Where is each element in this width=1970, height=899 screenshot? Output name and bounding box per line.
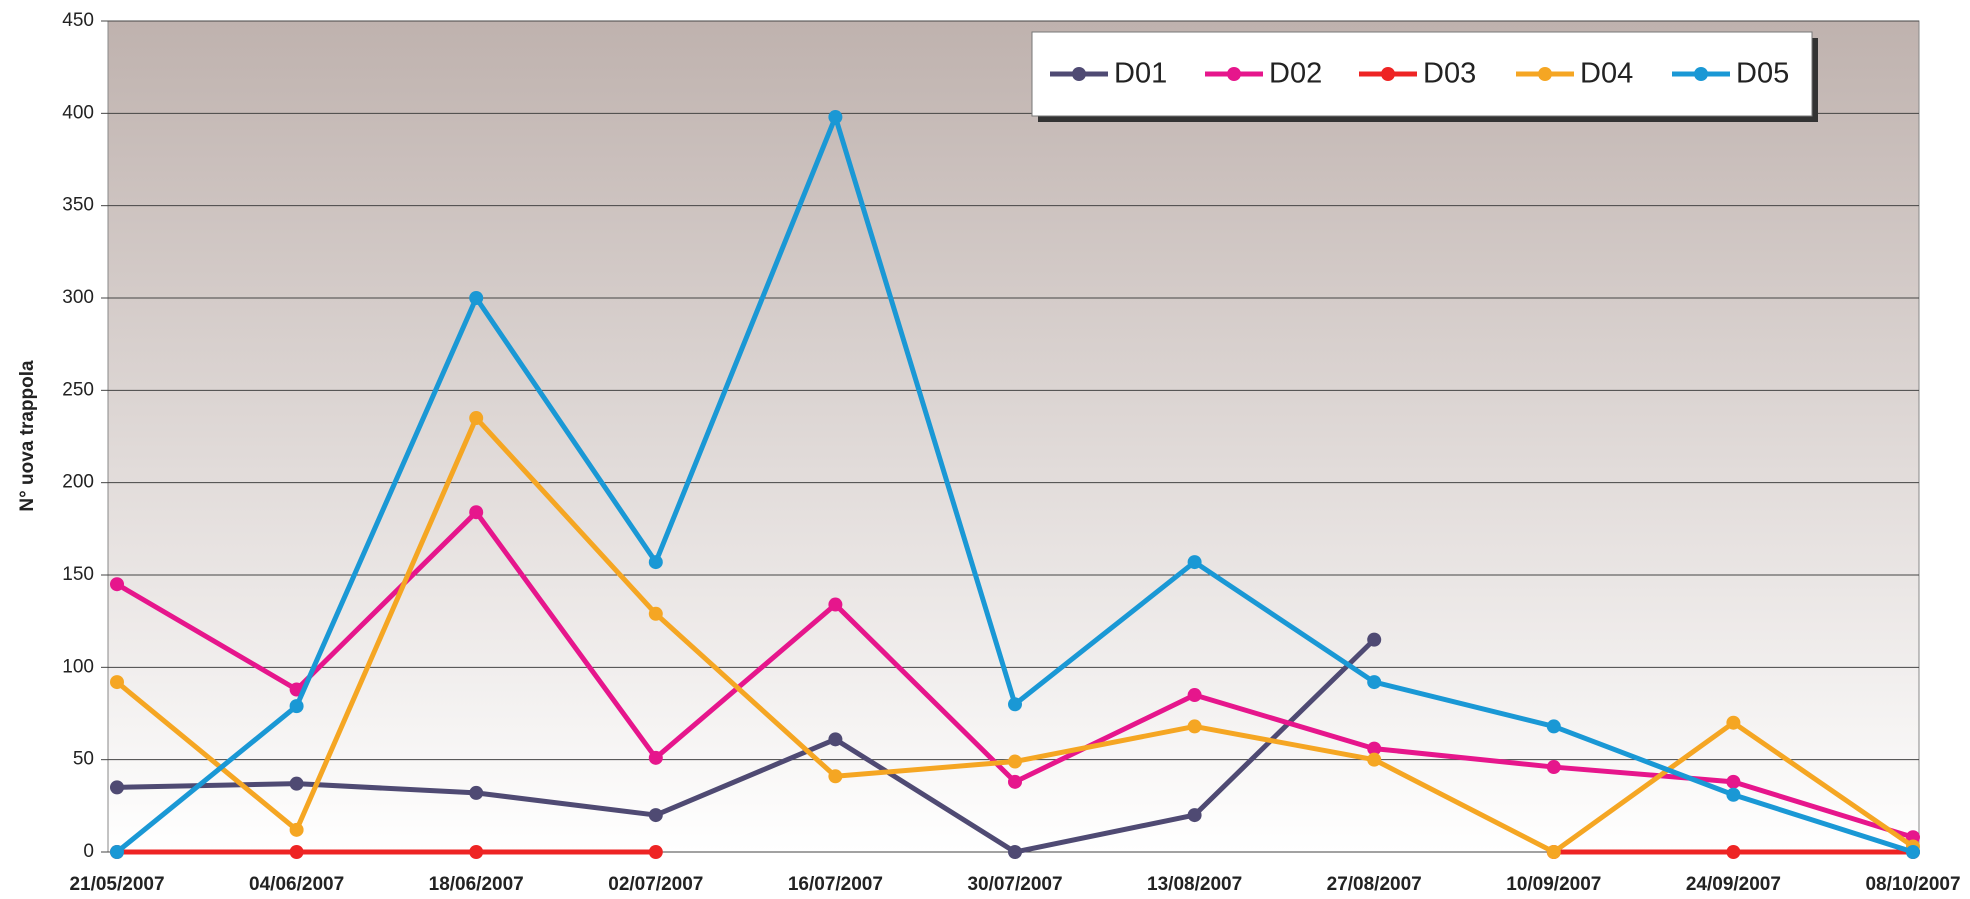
marker [1187,555,1202,570]
marker [1008,697,1022,712]
y-tick-label: 350 [62,195,94,216]
marker [828,597,843,612]
marker [648,845,663,859]
marker [469,411,484,426]
marker [1008,774,1022,789]
legend-marker [1381,67,1395,81]
marker [1008,845,1022,859]
legend-label: D02 [1269,58,1322,90]
legend-marker [1694,67,1708,81]
y-tick-label: 300 [62,287,94,308]
marker [469,785,484,800]
legend-label: D03 [1423,58,1476,90]
marker [1726,774,1741,789]
x-tick-label: 30/07/2007 [967,874,1062,895]
marker [1367,752,1382,767]
legend-marker [1072,67,1086,81]
y-axis-label: N° uova trappola [17,360,38,512]
y-tick-label: 400 [62,102,94,123]
marker [1367,675,1382,690]
legend-label: D05 [1736,58,1789,90]
x-tick-label: 08/10/2007 [1865,874,1960,895]
marker [289,822,304,837]
y-tick-label: 150 [62,564,94,585]
marker [1726,845,1741,859]
marker [469,505,484,520]
legend-marker [1538,67,1552,81]
legend-label: D04 [1580,58,1633,90]
marker [1546,845,1561,859]
series-line [116,637,1376,855]
x-tick-label: 24/09/2007 [1686,874,1781,895]
marker [110,845,124,859]
y-tick-label: 450 [62,10,94,31]
marker [110,577,124,592]
x-tick-label: 18/06/2007 [429,874,524,895]
marker [1726,715,1741,730]
marker [110,675,124,690]
marker [828,110,843,125]
y-tick-label: 0 [83,841,94,862]
marker [469,845,484,859]
x-tick-label: 10/09/2007 [1506,874,1601,895]
marker [1187,688,1202,703]
marker [648,750,663,765]
marker [1546,719,1561,734]
marker [469,291,484,305]
x-tick-label: 21/05/2007 [69,874,164,895]
marker [1187,719,1202,734]
y-tick-label: 50 [73,749,94,770]
marker [1187,808,1202,823]
x-tick-label: 27/08/2007 [1327,874,1422,895]
marker [289,776,304,791]
marker [1726,787,1741,802]
marker [1008,754,1022,769]
marker [1906,845,1920,859]
x-tick-label: 13/08/2007 [1147,874,1242,895]
plot-area [107,20,1920,853]
marker [289,845,304,859]
marker [1367,741,1382,756]
y-tick-label: 250 [62,379,94,400]
marker [1546,760,1561,775]
x-tick-label: 04/06/2007 [249,874,344,895]
marker [648,555,663,570]
y-tick-label: 100 [62,656,94,677]
legend-marker [1227,67,1241,81]
x-tick-label: 16/07/2007 [788,874,883,895]
x-tick-label: 02/07/2007 [608,874,703,895]
marker [648,606,663,621]
marker [648,808,663,823]
marker [828,732,843,747]
y-tick-label: 200 [62,472,94,493]
marker [289,699,304,714]
marker [110,780,124,795]
legend-label: D01 [1114,58,1167,90]
marker [1367,632,1382,647]
marker [828,769,843,784]
